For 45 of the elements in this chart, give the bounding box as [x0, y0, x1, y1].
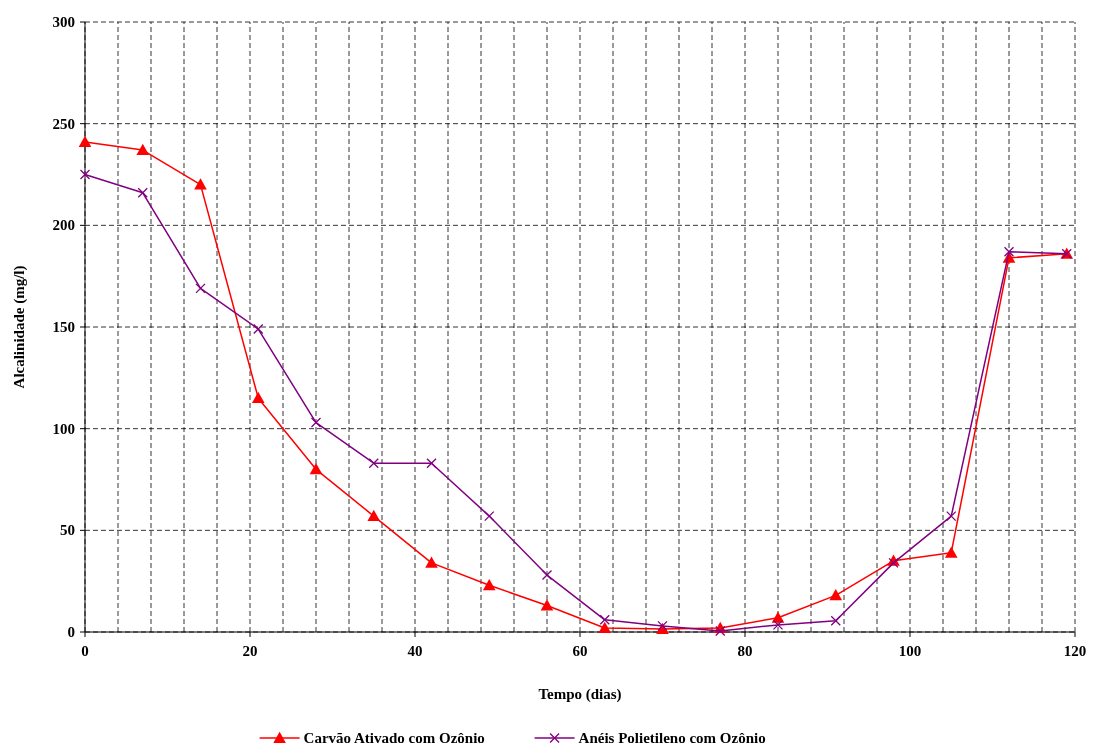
- point: [482, 578, 496, 591]
- point: [309, 463, 323, 475]
- point: [598, 621, 612, 633]
- point: [78, 135, 92, 147]
- legend-label: Carvão Ativado com Ozônio: [303, 730, 485, 746]
- x-axis-title: Tempo (dias): [538, 686, 622, 703]
- x-tick-label: 60: [572, 643, 588, 659]
- point: [541, 569, 553, 581]
- point: [830, 615, 841, 626]
- point: [136, 143, 150, 156]
- point: [79, 169, 91, 180]
- point: [195, 283, 206, 294]
- y-tick-label: 0: [67, 624, 75, 640]
- point: [426, 458, 437, 469]
- point: [253, 323, 264, 335]
- y-tick-label: 300: [52, 14, 75, 30]
- point: [367, 509, 381, 522]
- point: [715, 625, 726, 637]
- point: [772, 619, 784, 631]
- y-tick-label: 150: [52, 319, 75, 335]
- point: [1003, 246, 1015, 257]
- legend-label: Anéis Polietileno com Ozônio: [578, 730, 766, 746]
- x-tick-label: 120: [1063, 643, 1087, 659]
- y-axis-title: Alcalinidade (mg/l): [11, 265, 28, 389]
- point: [540, 599, 554, 611]
- x-tick-label: 20: [242, 643, 258, 659]
- y-tick-label: 50: [60, 522, 75, 539]
- x-tick-label: 80: [737, 643, 753, 659]
- y-tick-label: 200: [52, 217, 75, 234]
- x-tick-label: 100: [898, 643, 922, 659]
- point: [946, 510, 957, 522]
- x-tick-label: 0: [81, 643, 89, 659]
- point: [599, 614, 610, 625]
- point: [944, 546, 958, 558]
- y-tick-label: 100: [52, 420, 75, 437]
- point: [829, 589, 843, 601]
- point: [425, 556, 438, 568]
- y-tick-label: 250: [52, 115, 75, 132]
- point: [251, 391, 265, 404]
- point: [137, 187, 148, 198]
- point: [194, 178, 207, 190]
- point: [368, 458, 379, 469]
- point: [484, 510, 495, 522]
- x-tick-label: 40: [407, 643, 423, 659]
- point: [310, 417, 322, 428]
